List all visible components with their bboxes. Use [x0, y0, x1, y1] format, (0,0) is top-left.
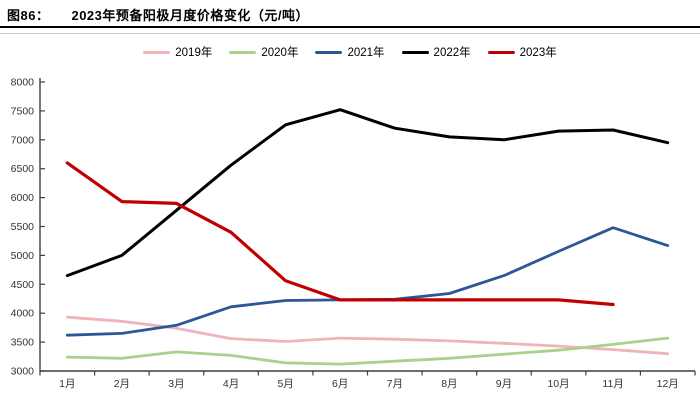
- y-axis-label: 4000: [11, 308, 35, 320]
- figure-title: 2023年预备阳极月度价格变化（元/吨）: [71, 8, 310, 23]
- legend-label-2022: 2022年: [433, 47, 471, 59]
- y-axis-label: 4500: [11, 279, 35, 291]
- x-axis-label: 6月: [332, 378, 348, 390]
- y-axis-label: 8000: [11, 77, 35, 89]
- y-axis-label: 3000: [11, 366, 35, 378]
- y-axis-label: 7000: [11, 134, 35, 146]
- x-axis-label: 4月: [223, 378, 239, 390]
- legend-swatch-2019: [143, 50, 171, 54]
- series-line-2020: [65, 336, 670, 366]
- x-axis-label: 8月: [441, 378, 457, 390]
- legend-item-2023: 2023年: [487, 44, 557, 60]
- title-divider-line: [0, 26, 700, 28]
- sub-divider-line: [0, 33, 700, 34]
- x-axis-label: 11月: [602, 378, 623, 390]
- x-axis-label: 5月: [277, 378, 293, 390]
- x-axis-label: 7月: [387, 378, 403, 390]
- x-axis-label: 12月: [657, 378, 679, 390]
- figure-header: 图86： 2023年预备阳极月度价格变化（元/吨）: [0, 5, 700, 24]
- legend-label-2023: 2023年: [519, 47, 557, 59]
- series-line-2022: [65, 108, 670, 278]
- y-axis-label: 7500: [11, 105, 35, 117]
- legend-swatch-2022: [401, 50, 429, 54]
- y-axis-label: 3500: [11, 337, 35, 349]
- legend-item-2020: 2020年: [229, 44, 298, 60]
- figure-number-label: 图86：: [7, 8, 50, 23]
- legend-swatch-2023: [487, 50, 515, 54]
- x-axis-label: 1月: [59, 378, 75, 390]
- legend-swatch-2021: [315, 50, 343, 54]
- series-line-2021: [65, 226, 670, 337]
- x-axis-label: 3月: [168, 378, 184, 390]
- legend-label-2021: 2021年: [347, 47, 385, 59]
- y-axis-label: 6000: [11, 192, 35, 204]
- y-axis-label: 5500: [11, 221, 35, 233]
- x-axis-label: 9月: [496, 378, 512, 390]
- legend-item-2019: 2019年: [143, 44, 212, 60]
- y-axis-label: 5000: [11, 250, 35, 262]
- legend-item-2021: 2021年: [315, 44, 385, 60]
- legend-label-2020: 2020年: [261, 47, 299, 59]
- series-line-2023: [65, 161, 615, 307]
- x-axis-label: 2月: [114, 378, 130, 390]
- legend-label-2019: 2019年: [175, 47, 213, 59]
- chart-legend: 2019年 2020年 2021年 2022年 2023年: [0, 44, 700, 60]
- x-axis-label: 10月: [547, 378, 569, 390]
- y-axis-label: 6500: [11, 163, 35, 175]
- legend-item-2022: 2022年: [401, 44, 471, 60]
- legend-swatch-2020: [229, 50, 257, 54]
